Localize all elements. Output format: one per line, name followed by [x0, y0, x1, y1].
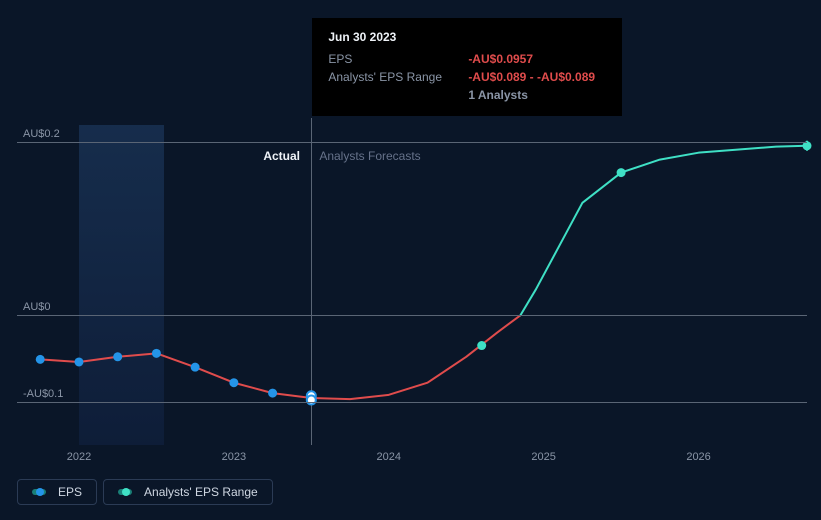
y-tick-label: AU$0.2: [23, 128, 60, 140]
tooltip-key: Analysts' EPS Range: [328, 68, 468, 86]
legend-label: EPS: [58, 485, 82, 499]
x-tick-label: 2023: [222, 451, 246, 463]
legend-item[interactable]: Analysts' EPS Range: [103, 479, 273, 505]
legend-label: Analysts' EPS Range: [144, 485, 258, 499]
tooltip-row: Analysts' EPS Range-AU$0.089 - -AU$0.089: [328, 68, 606, 86]
tooltip-date: Jun 30 2023: [328, 30, 606, 44]
tooltip-rows: EPS-AU$0.0957Analysts' EPS Range-AU$0.08…: [328, 50, 606, 104]
chart-tooltip: Jun 30 2023 EPS-AU$0.0957Analysts' EPS R…: [312, 18, 622, 116]
legend-item[interactable]: EPS: [17, 479, 97, 505]
tooltip-value: -AU$0.089 - -AU$0.089: [468, 68, 595, 86]
gridline: [17, 402, 807, 403]
tooltip-key: EPS: [328, 50, 468, 68]
tooltip-row: EPS-AU$0.0957: [328, 50, 606, 68]
tooltip-row: 1 Analysts: [328, 86, 606, 104]
gridline: [17, 142, 807, 143]
forecast-label: Analysts Forecasts: [319, 149, 420, 163]
x-tick-label: 2026: [686, 451, 710, 463]
y-tick-label: AU$0: [23, 301, 51, 313]
tooltip-key: [328, 86, 468, 104]
tooltip-value: -AU$0.0957: [468, 50, 533, 68]
x-tick-label: 2022: [67, 451, 91, 463]
legend: EPS Analysts' EPS Range: [17, 479, 273, 505]
y-tick-label: -AU$0.1: [23, 388, 63, 400]
x-tick-label: 2025: [531, 451, 555, 463]
x-tick-label: 2024: [377, 451, 401, 463]
actual-label: Actual: [263, 149, 300, 163]
eps-chart: Jun 30 2023 EPS-AU$0.0957Analysts' EPS R…: [0, 0, 821, 520]
gridline: [17, 315, 807, 316]
tooltip-value: 1 Analysts: [468, 86, 528, 104]
